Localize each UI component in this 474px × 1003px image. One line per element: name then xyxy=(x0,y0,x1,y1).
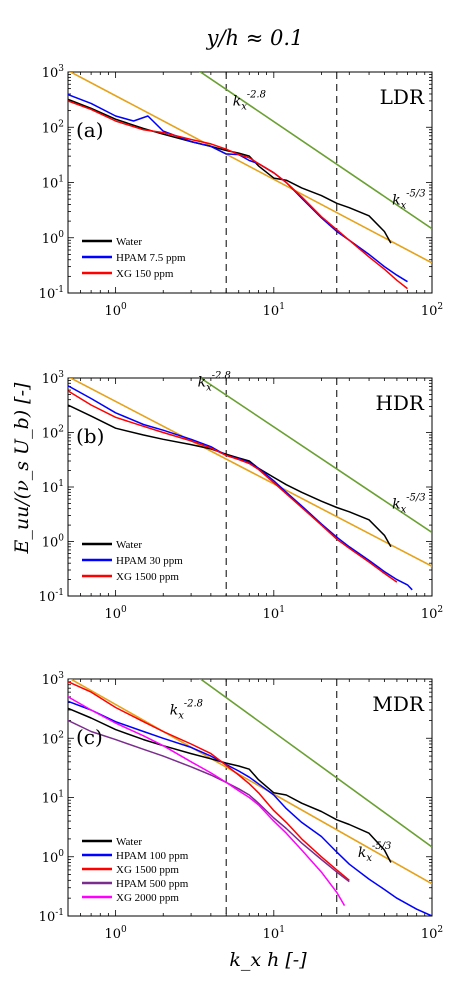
fit-line xyxy=(68,72,432,264)
legend-label: HPAM 500 ppm xyxy=(116,878,189,890)
fit-line xyxy=(68,378,432,568)
y-tick-label: 103 xyxy=(42,64,65,81)
legend-label: XG 1500 ppm xyxy=(116,571,179,583)
series-line xyxy=(68,390,398,583)
series-line xyxy=(68,719,350,883)
y-tick-label: 101 xyxy=(42,790,64,807)
series-line xyxy=(68,707,392,863)
annotation-k-minus-2.8: kx-2.8 xyxy=(233,89,266,112)
legend-label: Water xyxy=(116,836,142,848)
figure-title: y/h ≈ 0.1 xyxy=(206,26,304,50)
legend: Water HPAM 30 ppm XG 1500 ppm xyxy=(82,539,183,583)
series-line xyxy=(68,100,408,290)
fit-line xyxy=(199,378,432,534)
y-tick-label: 103 xyxy=(42,370,65,387)
x-tick-label: 101 xyxy=(263,925,285,942)
legend-label: XG 2000 ppm xyxy=(116,892,179,904)
panel-regime-label: MDR xyxy=(372,692,425,716)
x-tick-label: 100 xyxy=(104,302,127,319)
plot-area xyxy=(68,378,432,596)
y-tick-label: 10-1 xyxy=(39,908,64,925)
annotation-k-minus-5-3: kx-5/3 xyxy=(392,493,425,516)
legend-label: XG 1500 ppm xyxy=(116,864,179,876)
fit-line xyxy=(69,679,432,885)
y-tick-label: 102 xyxy=(42,730,64,747)
fit-line xyxy=(199,679,432,848)
panel-3: 10-1 100 101 102 103 100 101 102 kx-2.8 kx-5/3 (c)… xyxy=(39,671,443,942)
series-line xyxy=(68,404,392,548)
x-axis-label: k_x h [-] xyxy=(229,949,307,971)
fit-line xyxy=(199,72,432,230)
x-tick-label: 101 xyxy=(263,605,285,622)
panel-letter: (b) xyxy=(76,424,104,448)
panel-regime-label: HDR xyxy=(375,391,424,415)
y-tick-label: 103 xyxy=(42,671,65,688)
legend: Water HPAM 100 ppm XG 1500 ppm HPAM 500 ppm… xyxy=(82,836,189,904)
series-line xyxy=(68,700,432,916)
annotation-k-minus-2.8: kx-2.8 xyxy=(170,699,203,722)
y-tick-label: 100 xyxy=(42,230,65,247)
y-tick-label: 10-1 xyxy=(39,285,64,302)
series-line xyxy=(68,385,413,591)
y-tick-label: 10-1 xyxy=(39,588,64,605)
legend-label: HPAM 30 ppm xyxy=(116,555,183,567)
legend-label: Water xyxy=(116,236,142,248)
annotation-k-minus-2.8: kx-2.8 xyxy=(198,370,231,393)
y-tick-label: 102 xyxy=(42,119,64,136)
y-tick-label: 100 xyxy=(42,534,65,551)
legend-label: Water xyxy=(116,539,142,551)
legend: Water HPAM 7.5 ppm XG 150 ppm xyxy=(82,236,186,280)
x-tick-label: 101 xyxy=(263,302,285,319)
plot-area xyxy=(68,72,432,293)
x-tick-label: 102 xyxy=(421,925,443,942)
y-tick-label: 100 xyxy=(42,849,65,866)
panel-letter: (a) xyxy=(76,118,104,142)
plot-area xyxy=(68,679,432,916)
x-tick-label: 100 xyxy=(104,925,127,942)
panel-2: 10-1 100 101 102 103 100 101 102 kx-2.8 kx-5/3 (b)… xyxy=(39,370,443,622)
x-tick-label: 102 xyxy=(421,302,443,319)
y-tick-label: 101 xyxy=(42,175,64,192)
panel-1: 10-1 100 101 102 103 100 101 102 kx-2.8 kx-5/3 (a)… xyxy=(39,64,443,319)
y-axis-label: E_uu/(ν_s U_b) [-] xyxy=(11,382,33,554)
series-line xyxy=(68,696,346,906)
y-tick-label: 102 xyxy=(42,425,64,442)
series-line xyxy=(68,681,350,881)
x-tick-label: 102 xyxy=(421,605,443,622)
x-tick-label: 100 xyxy=(104,605,127,622)
legend-label: XG 150 ppm xyxy=(116,268,174,280)
annotation-k-minus-5-3: kx-5/3 xyxy=(358,841,391,864)
legend-label: HPAM 7.5 ppm xyxy=(116,252,186,264)
annotation-k-minus-5-3: kx-5/3 xyxy=(392,188,425,211)
y-tick-label: 101 xyxy=(42,479,64,496)
legend-label: HPAM 100 ppm xyxy=(116,850,189,862)
panel-letter: (c) xyxy=(76,725,103,749)
series-line xyxy=(68,93,408,283)
panel-regime-label: LDR xyxy=(380,85,425,109)
